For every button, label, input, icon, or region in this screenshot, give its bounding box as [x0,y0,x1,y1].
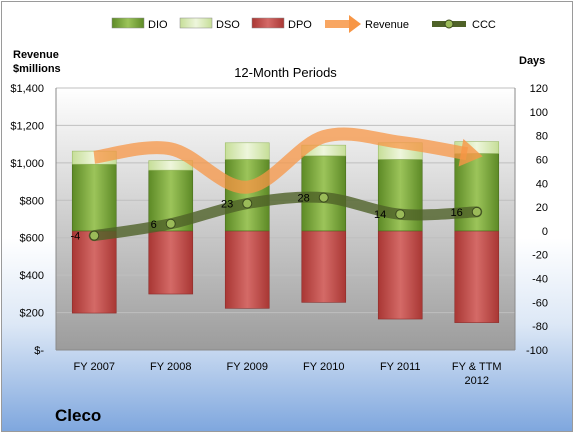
legend-swatch [179,17,213,29]
y-left-tick-label: $1,400 [10,83,44,95]
y-left-tick-label: $600 [20,233,44,245]
ccc-data-label: 16 [451,207,463,219]
bar-dpo [301,230,347,303]
company-name: Cleco [55,406,102,425]
y-right-tick-label: 80 [536,131,548,143]
ccc-point [165,218,176,229]
legend-label: CCC [472,19,496,31]
y-right-tick-label: 20 [536,202,548,214]
ccc-point [242,198,253,209]
y-right-tick-label: -60 [532,297,548,309]
legend-label: DSO [216,19,240,31]
x-tick-label: FY 2009 [227,361,268,373]
y-right-tick-label: -20 [532,250,548,262]
bar-dpo [377,230,423,320]
y-right-tick-label: 100 [530,107,548,119]
bar-dio [224,159,270,232]
ccc-data-label: 23 [221,199,233,211]
y-right-axis-title: Days [519,55,545,67]
bar-dio [71,163,117,232]
y-left-axis-title: $millions [13,63,61,75]
x-tick-label: FY 2011 [380,361,421,373]
y-right-tick-label: 60 [536,154,548,166]
revenue-arrowhead [458,138,483,167]
legend-label: DPO [288,19,312,31]
x-tick-label: FY 2008 [150,361,191,373]
bar-dpo [148,230,194,295]
x-tick-label: FY 2010 [303,361,344,373]
ccc-data-label: 28 [298,193,310,205]
bar-dpo [224,230,270,309]
x-tick-label: FY & TTM [452,361,502,373]
ccc-data-label: 6 [151,219,157,231]
ccc-data-label: -4 [70,231,80,243]
y-right-tick-label: 40 [536,178,548,190]
legend-swatch [111,17,145,29]
legend-label: Revenue [365,19,409,31]
y-right-tick-label: -40 [532,274,548,286]
chart-title: 12-Month Periods [234,65,337,80]
ccc-point [395,209,406,220]
y-left-tick-label: $1,000 [10,158,44,170]
ccc-point [471,206,482,217]
y-left-tick-label: $1,200 [10,120,44,132]
y-left-tick-label: $- [34,345,44,357]
y-left-tick-label: $400 [20,270,44,282]
ccc-line [88,191,483,242]
ccc-data-label: 14 [374,209,386,221]
y-right-tick-label: -100 [526,345,548,357]
y-right-tick-label: -80 [532,321,548,333]
revenue-line [93,127,469,194]
y-left-tick-label: $200 [20,308,44,320]
bar-dso [224,142,270,160]
ccc-point [89,230,100,241]
bar-dpo [71,230,117,314]
x-tick-label: 2012 [465,375,489,387]
y-left-tick-label: $800 [20,195,44,207]
legend-label: DIO [148,19,168,31]
x-tick-label: FY 2007 [74,361,115,373]
legend-swatch [251,17,285,29]
legend-swatch [349,15,361,33]
y-left-axis-title: Revenue [13,49,59,61]
legend-swatch [325,20,349,28]
ccc-point [318,192,329,203]
bar-dpo [454,230,500,323]
y-right-tick-label: 0 [542,226,548,238]
legend-swatch [444,19,454,29]
y-right-tick-label: 120 [530,83,548,95]
